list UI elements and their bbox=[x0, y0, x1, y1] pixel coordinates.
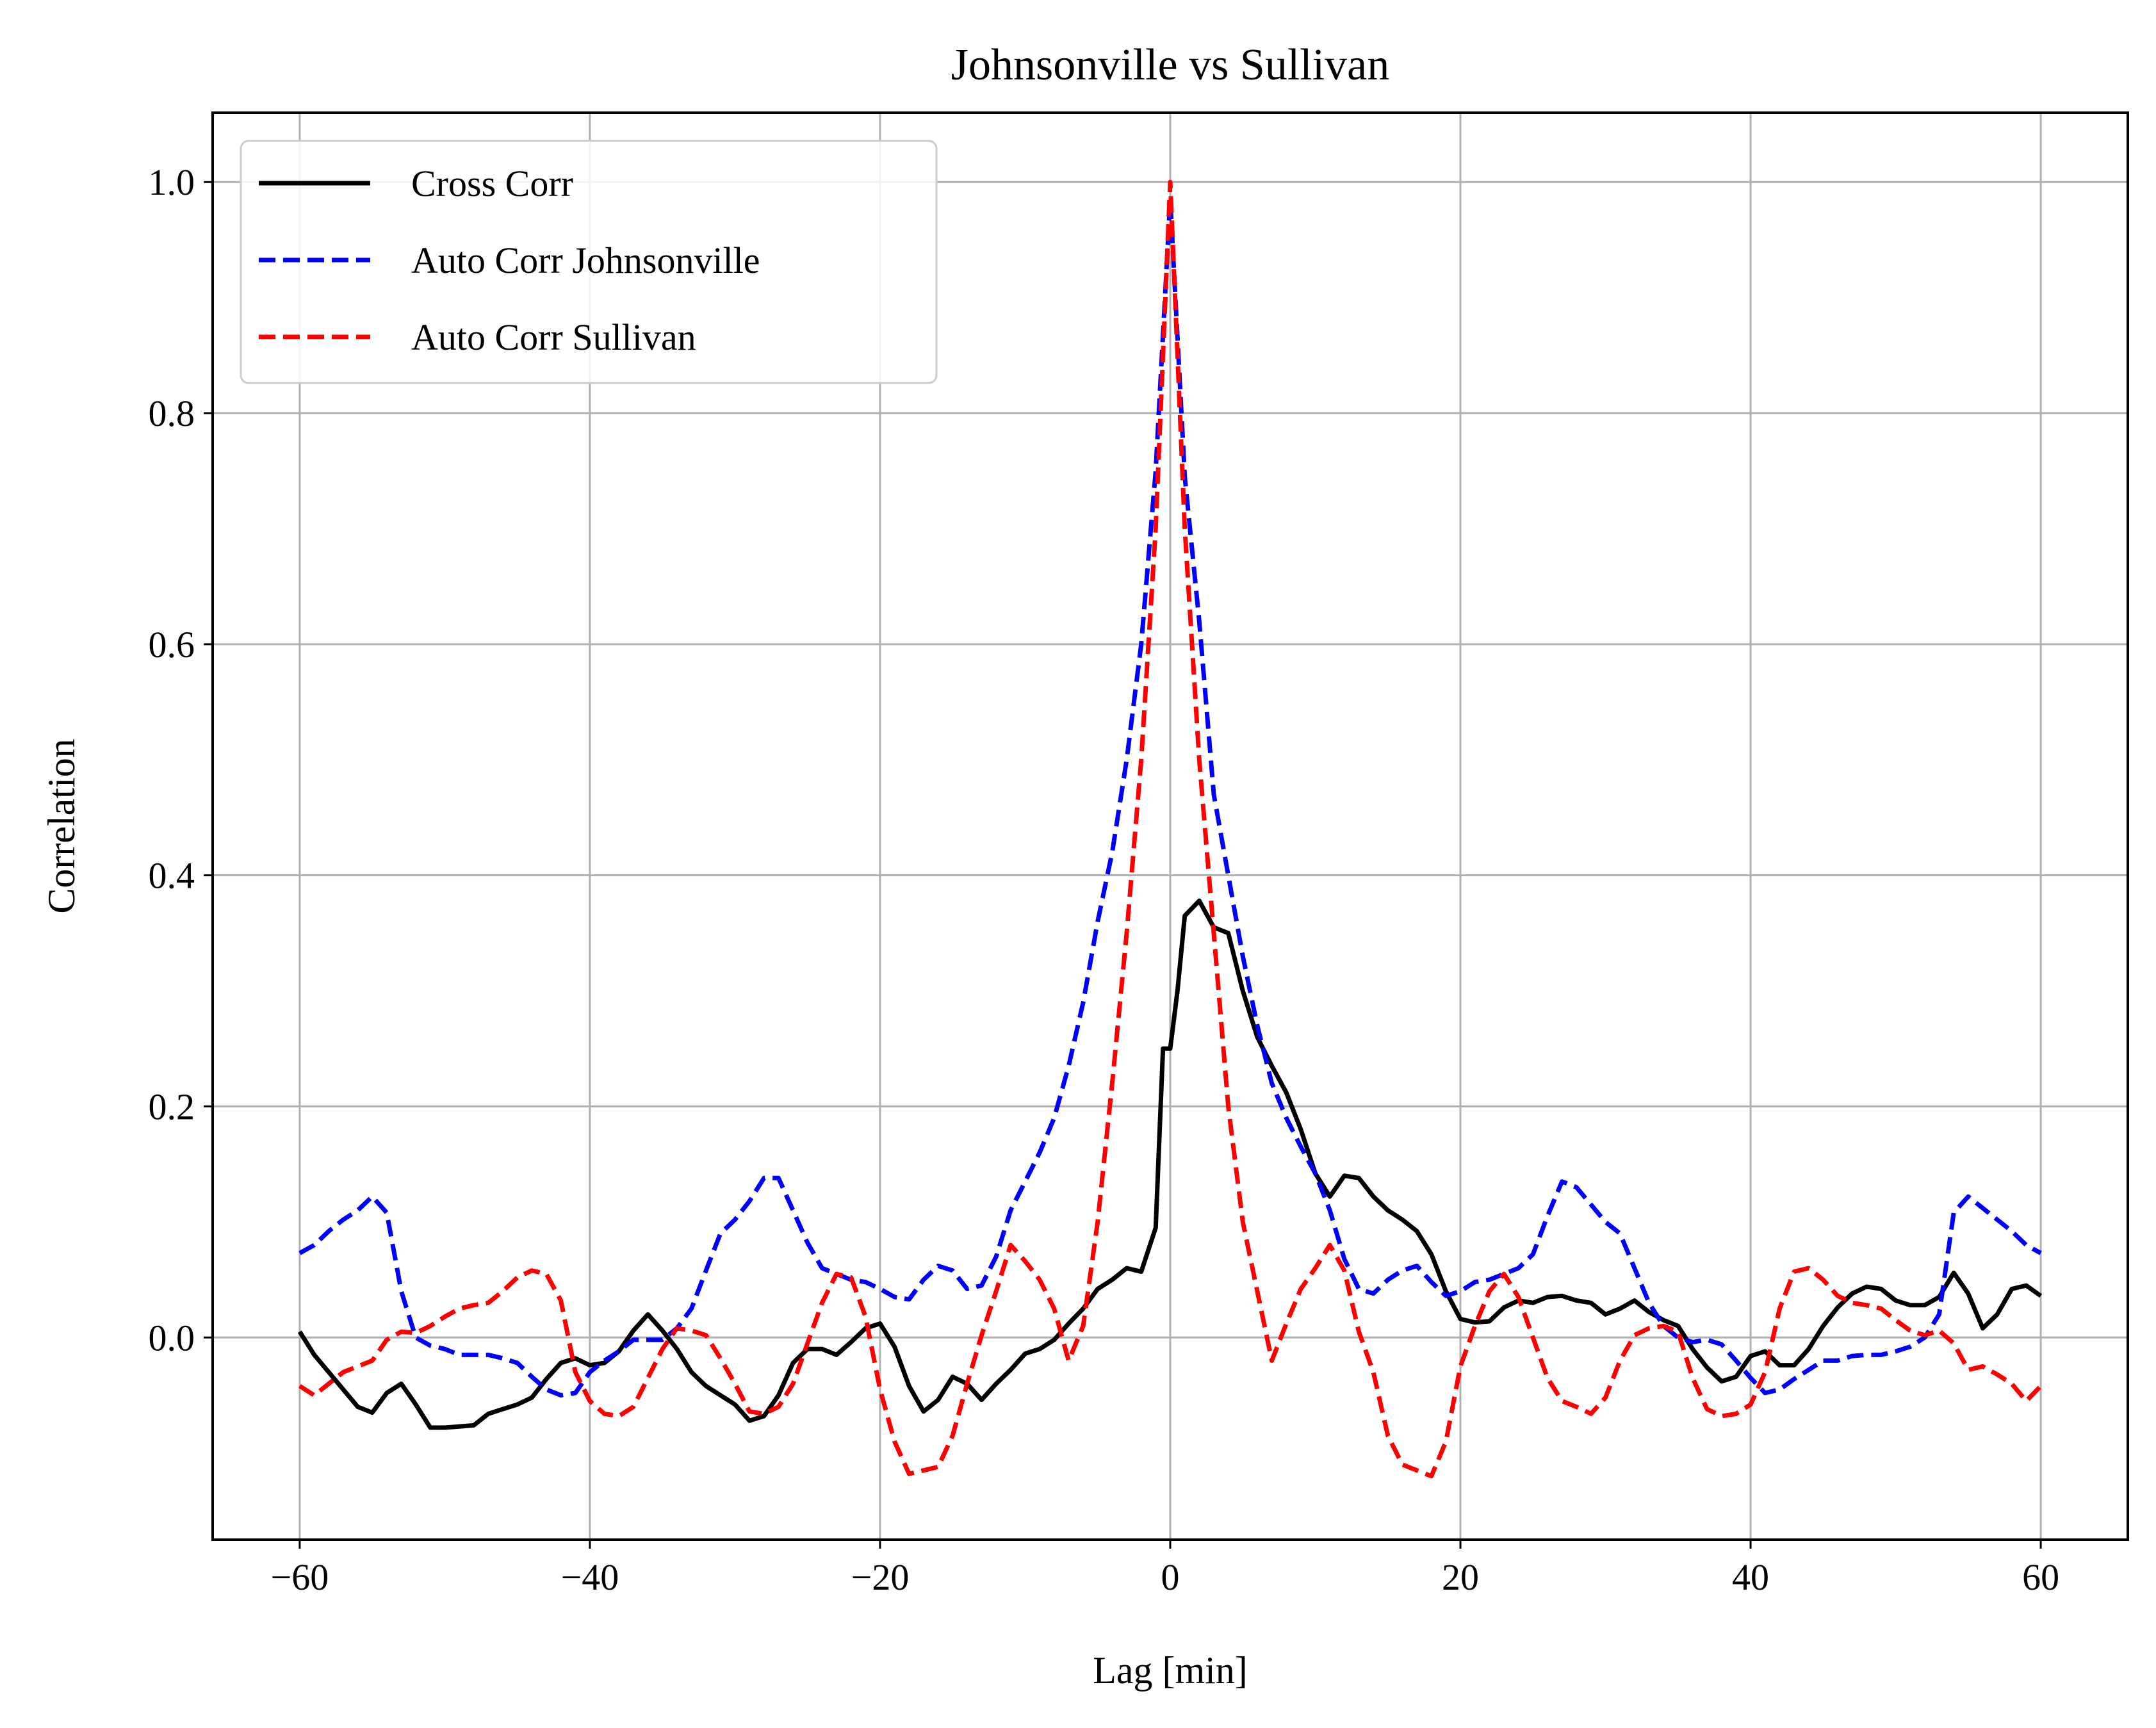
legend-label-2: Auto Corr Johnsonville bbox=[411, 240, 760, 281]
y-tick-label: 0.6 bbox=[149, 624, 195, 665]
y-tick-label: 0.0 bbox=[149, 1317, 195, 1358]
x-tick-label: 20 bbox=[1442, 1556, 1479, 1598]
y-tick-label: 0.4 bbox=[149, 855, 195, 897]
legend-label-3: Auto Corr Sullivan bbox=[411, 316, 696, 358]
x-axis-label: Lag [min] bbox=[1093, 1649, 1248, 1691]
x-tick-label: 40 bbox=[1732, 1556, 1769, 1598]
legend-label-1: Cross Corr bbox=[411, 163, 573, 204]
series-line-1 bbox=[297, 898, 2043, 1430]
series-lines bbox=[297, 179, 2043, 1479]
x-tick-label: 0 bbox=[1161, 1556, 1180, 1598]
axis-ticks: −60 −40 −20 0 20 40 60 0.0 0.2 0.4 0.6 0.8 1.0 bbox=[149, 161, 2060, 1598]
series-line-3 bbox=[298, 179, 2043, 1479]
y-tick-label: 0.8 bbox=[149, 393, 195, 434]
series-line-2 bbox=[298, 197, 2042, 1398]
y-axis-label: Correlation bbox=[40, 738, 83, 913]
chart-title: Johnsonville vs Sullivan bbox=[951, 40, 1389, 90]
y-tick-label: 1.0 bbox=[149, 161, 195, 203]
x-tick-label: −40 bbox=[561, 1556, 619, 1598]
x-tick-label: −20 bbox=[851, 1556, 910, 1598]
legend-box bbox=[240, 140, 938, 384]
legend: Cross Corr Auto Corr Johnsonville Auto Cor… bbox=[240, 140, 938, 384]
x-tick-label: −60 bbox=[271, 1556, 329, 1598]
y-tick-label: 0.2 bbox=[149, 1086, 195, 1127]
x-tick-label: 60 bbox=[2022, 1556, 2059, 1598]
